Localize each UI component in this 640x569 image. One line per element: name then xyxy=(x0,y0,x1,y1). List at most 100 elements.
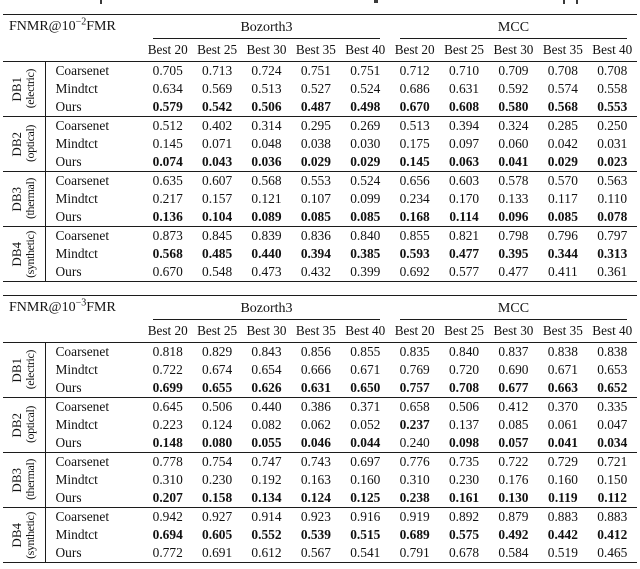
value-cell: 0.592 xyxy=(498,81,529,96)
value-cell: 0.089 xyxy=(251,209,282,224)
value-cell: 0.117 xyxy=(548,191,578,206)
value-cell: 0.402 xyxy=(202,118,233,133)
value-cell: 0.584 xyxy=(498,545,529,560)
modality-label: (thermal) xyxy=(23,178,38,220)
value-cell: 0.085 xyxy=(300,209,331,224)
col-header-best-20: Best 20 xyxy=(394,42,435,57)
method-name: Mindtct xyxy=(55,81,98,96)
value-cell: 0.689 xyxy=(399,527,430,542)
column-group-mcc: MCC xyxy=(390,15,637,39)
rotated-label-wrap: DB4 (synthetic) xyxy=(3,227,44,281)
value-cell: 0.057 xyxy=(498,435,529,450)
value-cell: 0.729 xyxy=(547,454,578,469)
value-cell: 0.137 xyxy=(448,417,480,432)
value-cell: 0.838 xyxy=(547,344,578,359)
value-cell: 0.713 xyxy=(202,63,233,78)
value-cell: 0.608 xyxy=(448,99,480,114)
value-cell: 0.856 xyxy=(300,344,331,359)
value-cell: 0.029 xyxy=(547,154,578,169)
value-cell: 0.542 xyxy=(202,99,233,114)
value-cell: 0.386 xyxy=(300,399,331,414)
table-row: DB2 (optical) Coarsenet 0.645 0.506 0.440 0.38… xyxy=(3,397,637,453)
column-group-label: Bozorth3 xyxy=(153,18,380,39)
value-cell: 0.411 xyxy=(548,264,578,279)
value-cell: 0.751 xyxy=(300,63,331,78)
column-group-label: MCC xyxy=(399,299,627,320)
method-name: Ours xyxy=(55,154,82,169)
row-group-db3: DB3 (thermal) Coarsenet 0.778 0.754 0.747 0.74… xyxy=(3,452,637,508)
value-cell: 0.699 xyxy=(152,380,183,395)
header-group-row: FNMR@10−2FMR Bozorth3 MCC xyxy=(3,15,637,39)
column-group-label: MCC xyxy=(399,18,627,39)
corner-label-exponent: −2 xyxy=(75,16,87,28)
value-cell: 0.797 xyxy=(597,228,628,243)
value-cell: 0.097 xyxy=(448,136,480,151)
value-cell: 0.838 xyxy=(597,344,628,359)
fnmr-1e-2-table: FNMR@10−2FMR Bozorth3 MCC Best 20 Best 25 Bes… xyxy=(3,14,637,282)
value-cell: 0.506 xyxy=(251,99,282,114)
value-cell: 0.593 xyxy=(399,246,430,261)
modality-label: (synthetic) xyxy=(23,230,38,278)
value-cell: 0.285 xyxy=(547,118,578,133)
value-cell: 0.519 xyxy=(547,545,578,560)
table-corner-label: FNMR@10−3FMR xyxy=(3,296,143,343)
clipped-caption-line xyxy=(0,0,640,8)
value-cell: 0.112 xyxy=(597,490,627,505)
value-cell: 0.324 xyxy=(498,118,529,133)
value-cell: 0.577 xyxy=(448,264,480,279)
value-cell: 0.712 xyxy=(399,63,430,78)
value-cell: 0.230 xyxy=(202,472,233,487)
rotated-label-wrap: DB2 (optical) xyxy=(3,117,44,171)
corner-label-suffix: FMR xyxy=(86,19,116,34)
value-cell: 0.041 xyxy=(547,435,578,450)
rotated-label-wrap: DB4 (synthetic) xyxy=(3,508,44,562)
rotated-label-wrap: DB1 (electric) xyxy=(3,343,44,397)
value-cell: 0.818 xyxy=(152,344,183,359)
table-row: Mindtct 0.634 0.569 0.513 0.527 0.524 0.686 0.6… xyxy=(3,80,637,98)
value-cell: 0.778 xyxy=(152,454,183,469)
value-cell: 0.176 xyxy=(498,472,529,487)
value-cell: 0.107 xyxy=(300,191,331,206)
value-cell: 0.085 xyxy=(498,417,529,432)
value-cell: 0.098 xyxy=(448,435,480,450)
row-group-db1: DB1 (electric) Coarsenet 0.705 0.713 0.724 0.7… xyxy=(3,61,637,117)
table-row: Ours 0.148 0.080 0.055 0.046 0.044 0.240 0.098 0… xyxy=(3,434,637,453)
table-row: Ours 0.772 0.691 0.612 0.567 0.541 0.791 0.678 0… xyxy=(3,544,637,563)
value-cell: 0.310 xyxy=(399,472,430,487)
value-cell: 0.130 xyxy=(498,490,529,505)
value-cell: 0.515 xyxy=(350,527,381,542)
rotated-label-wrap: DB1 (electric) xyxy=(3,62,44,116)
value-cell: 0.769 xyxy=(399,362,430,377)
value-cell: 0.295 xyxy=(300,118,331,133)
value-cell: 0.578 xyxy=(498,173,529,188)
value-cell: 0.658 xyxy=(399,399,430,414)
value-cell: 0.082 xyxy=(251,417,282,432)
table-row: DB4 (synthetic) Coarsenet 0.873 0.845 0.839 0.… xyxy=(3,226,637,282)
value-cell: 0.124 xyxy=(300,490,331,505)
value-cell: 0.883 xyxy=(597,509,628,524)
clipped-text-fragment xyxy=(576,0,578,4)
value-cell: 0.114 xyxy=(449,209,479,224)
table-row: Ours 0.670 0.548 0.473 0.432 0.399 0.692 0.577 0… xyxy=(3,263,637,282)
table-row: DB1 (electric) Coarsenet 0.818 0.829 0.843 0.8… xyxy=(3,342,637,398)
corner-label-prefix: FNMR@10 xyxy=(9,19,76,34)
value-cell: 0.055 xyxy=(251,435,282,450)
value-cell: 0.313 xyxy=(597,246,628,261)
value-cell: 0.840 xyxy=(350,228,381,243)
table-header: FNMR@10−3FMR Bozorth3 MCC Best 20 Best 25 Bes… xyxy=(3,296,637,343)
value-cell: 0.607 xyxy=(202,173,233,188)
value-cell: 0.157 xyxy=(202,191,233,206)
value-cell: 0.840 xyxy=(448,344,480,359)
value-cell: 0.580 xyxy=(498,99,529,114)
value-cell: 0.395 xyxy=(498,246,529,261)
value-cell: 0.708 xyxy=(448,380,480,395)
col-header-best-20: Best 20 xyxy=(394,323,435,338)
value-cell: 0.158 xyxy=(202,490,233,505)
modality-label: (optical) xyxy=(23,406,38,444)
method-name: Ours xyxy=(55,99,82,114)
value-cell: 0.136 xyxy=(152,209,183,224)
results-tables-container: FNMR@10−2FMR Bozorth3 MCC Best 20 Best 25 Bes… xyxy=(0,14,640,563)
col-header-best-40: Best 40 xyxy=(592,323,633,338)
value-cell: 0.708 xyxy=(547,63,578,78)
value-cell: 0.031 xyxy=(597,136,628,151)
